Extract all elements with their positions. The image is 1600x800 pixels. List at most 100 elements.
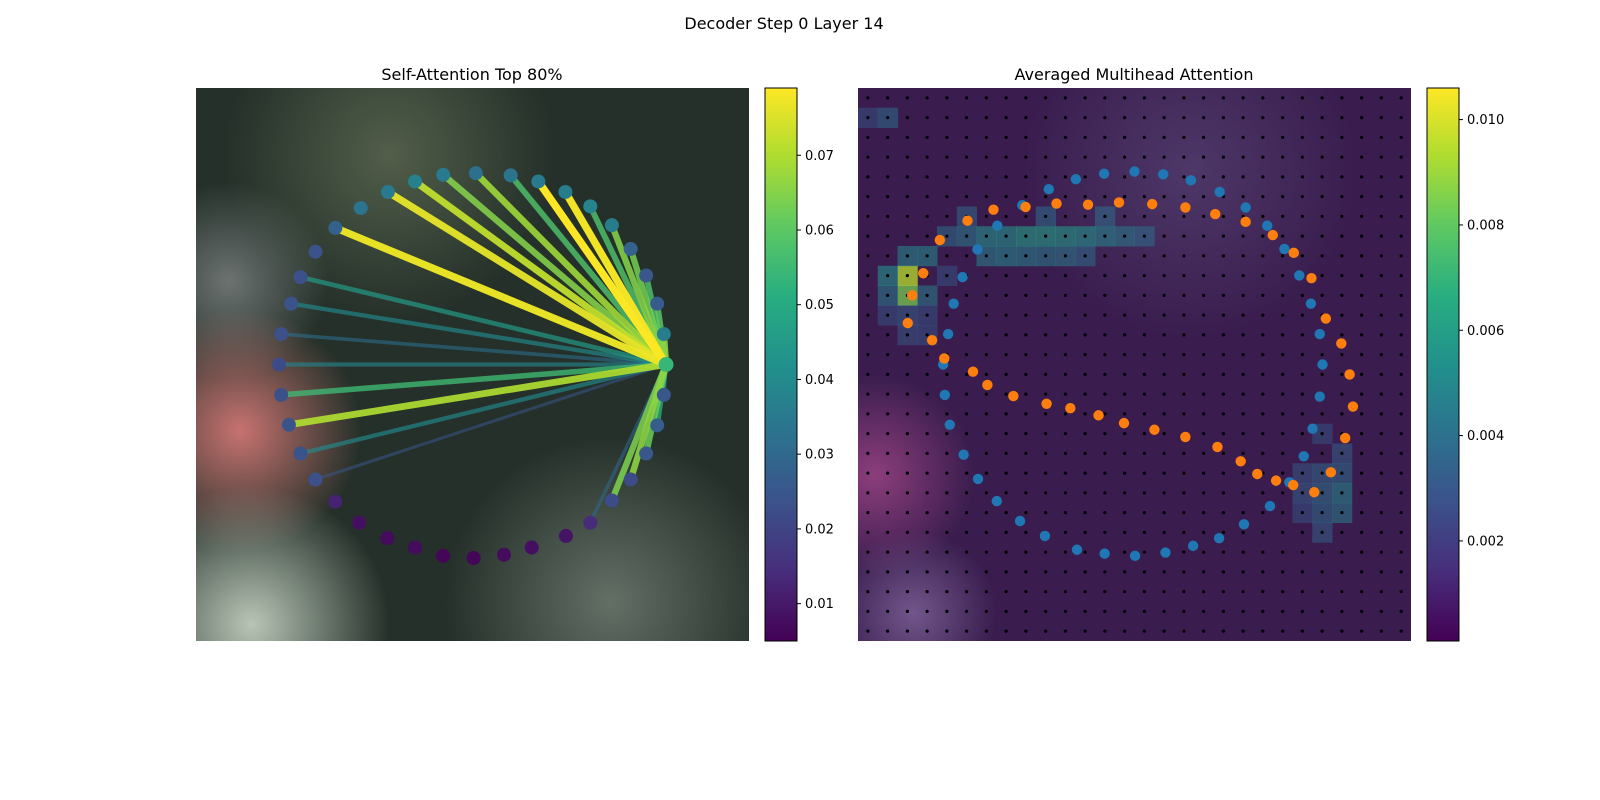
grid-dot [925,333,929,337]
polygon-vertex [639,446,654,461]
grid-dot [1399,254,1403,258]
grid-dot [1340,234,1344,238]
grid-dot [1162,353,1166,357]
grid-dot [1044,392,1048,396]
grid-dot [1182,254,1186,258]
grid-dot [1063,372,1067,376]
grid-dot [1221,234,1225,238]
grid-dot [1004,372,1008,376]
grid-dot [1221,96,1225,100]
grid-dot [984,313,988,317]
grid-dot [1281,195,1285,199]
grid-dot [1300,313,1304,317]
grid-dot [1281,511,1285,515]
colorbar-left: 0.01 0.02 0.03 0.04 0.05 0.06 0.07 [764,87,834,642]
grid-dot [965,313,969,317]
blue-point [1317,359,1328,370]
grid-dot [1360,530,1364,534]
grid-dot [1360,471,1364,475]
grid-dot [1241,293,1245,297]
blue-point [1214,186,1225,198]
orange-point [934,234,946,246]
grid-dot [1162,392,1166,396]
grid-dot [886,590,890,594]
polygon-vertex [558,184,573,199]
grid-dot [886,353,890,357]
grid-dot [1399,96,1403,100]
grid-dot [905,432,909,436]
grid-dot [866,175,870,179]
grid-dot [1142,590,1146,594]
grid-dot [1261,116,1265,120]
grid-dot [984,491,988,495]
grid-dot [1182,392,1186,396]
grid-dot [1004,234,1008,238]
grid-dot [1083,550,1087,554]
grid-dot [1340,116,1344,120]
grid-dot [925,412,929,416]
grid-dot [1261,432,1265,436]
grid-dot [1281,590,1285,594]
grid-dot [1182,372,1186,376]
grid-dot [1063,471,1067,475]
grid-dot [1399,530,1403,534]
grid-dot [925,293,929,297]
grid-dot [1340,471,1344,475]
grid-dot [886,570,890,574]
grid-dot [1340,570,1344,574]
orange-point [1344,369,1355,380]
blue-point [992,220,1003,231]
grid-dot [1063,432,1067,436]
grid-dot [945,511,949,515]
grid-dot [1241,96,1245,100]
grid-dot [1044,590,1048,594]
grid-dot [1360,451,1364,455]
grid-dot [1221,392,1225,396]
grid-dot [1044,511,1048,515]
grid-dot [1360,313,1364,317]
grid-dot [1103,313,1107,317]
grid-dot [1123,333,1127,337]
grid-dot [1142,135,1146,139]
grid-dot [905,214,909,218]
attention-edge [280,361,667,398]
grid-dot [925,116,929,120]
grid-dot [1340,155,1344,159]
grid-dot [1379,392,1383,396]
grid-dot [1281,609,1285,613]
grid-dot [1123,451,1127,455]
grid-dot [1202,96,1206,100]
grid-dot [1360,254,1364,258]
grid-dot [1162,471,1166,475]
grid-dot [1182,550,1186,554]
grid-dot [1142,372,1146,376]
orange-point [918,268,929,279]
polygon-vertex [623,472,638,487]
grid-dot [1300,412,1304,416]
grid-dot [1202,629,1206,633]
grid-dot [1320,135,1324,139]
grid-dot [1202,609,1206,613]
grid-dot [1261,135,1265,139]
orange-point [1082,199,1094,210]
grid-dot [1182,234,1186,238]
grid-dot [1004,511,1008,515]
grid-dot [1360,629,1364,633]
grid-dot [1320,570,1324,574]
grid-dot [1221,353,1225,357]
grid-dot [1241,570,1245,574]
grid-dot [945,135,949,139]
grid-dot [1004,195,1008,199]
grid-dot [1399,135,1403,139]
polygon-vertex [524,540,539,555]
grid-dot [945,254,949,258]
grid-dot [1320,116,1324,120]
grid-dot [905,392,909,396]
grid-dot [1044,135,1048,139]
grid-dot [1044,491,1048,495]
grid-dot [984,195,988,199]
grid-dot [1300,254,1304,258]
orange-point [1113,197,1125,208]
grid-dot [1103,392,1107,396]
grid-dot [1202,293,1206,297]
